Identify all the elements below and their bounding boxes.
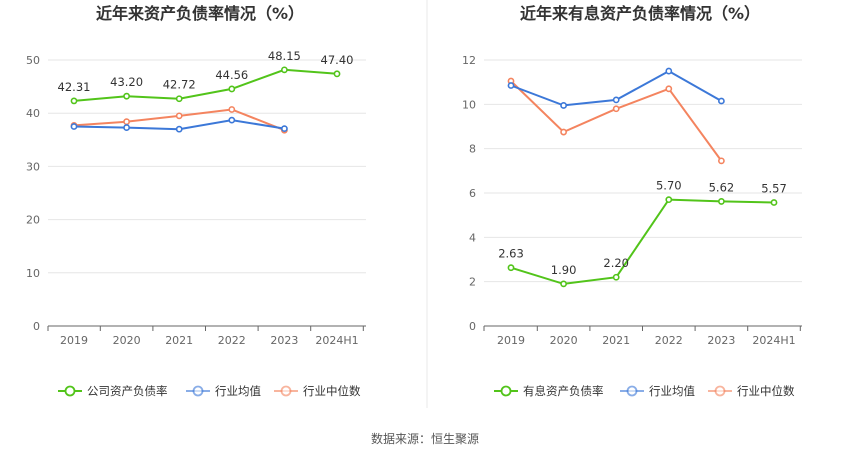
interest-debt-ratio-point: [560, 280, 567, 288]
legend-item-industry-average[interactable]: 行业均值: [186, 384, 261, 398]
industry-median-point: [718, 157, 725, 165]
industry-average-point: [665, 67, 673, 75]
interest-debt-ratio-point: [770, 199, 778, 206]
data-label: 2.20: [603, 256, 629, 270]
x-tick-label: 2019: [60, 334, 88, 347]
industry-median-point: [560, 128, 567, 136]
legend-label: 行业均值: [215, 384, 261, 398]
data-label: 1.90: [551, 263, 577, 277]
industry-average-point: [560, 102, 567, 109]
interest-debt-ratio-point: [507, 264, 515, 272]
legend-marker-icon: [280, 385, 292, 397]
y-tick-label: 20: [26, 214, 40, 227]
chart-title: 近年来资产负债率情况（%）: [96, 4, 304, 23]
legend-marker-icon: [714, 385, 726, 397]
legend-marker-icon: [192, 385, 204, 397]
industry-median-point: [175, 112, 183, 120]
company-debt-ratio-line: [73, 68, 338, 102]
y-tick-label: 2: [469, 276, 476, 289]
x-tick-label: 2022: [655, 334, 683, 347]
x-tick-label: 2020: [113, 334, 141, 347]
y-tick-label: 6: [469, 187, 476, 200]
industry-average-point: [718, 97, 725, 105]
x-tick-label: 2021: [165, 334, 193, 347]
legend-marker-icon: [500, 385, 512, 397]
y-tick-label: 10: [26, 267, 40, 280]
legend-label: 行业均值: [649, 384, 695, 398]
legend-marker-icon: [64, 385, 76, 397]
x-tick-label: 2022: [218, 334, 246, 347]
legend-item-industry-median[interactable]: 行业中位数: [708, 384, 795, 398]
legend-marker-icon: [626, 385, 638, 397]
y-tick-label: 0: [469, 320, 476, 333]
industry-median-point: [665, 85, 673, 93]
data-label: 42.31: [58, 80, 91, 94]
industry-average-point: [175, 125, 183, 133]
data-label: 44.56: [215, 68, 248, 82]
company-debt-ratio-point: [280, 66, 288, 74]
debt-ratio-chart: 近年来资产负债率情况（%） 0 10 20 30 40 50 2019 2020 2021 2022…: [26, 4, 366, 398]
data-label: 5.57: [761, 182, 787, 196]
industry-average-point: [228, 116, 236, 124]
y-tick-label: 0: [33, 320, 40, 333]
y-tick-label: 40: [26, 107, 40, 120]
legend-item-industry-median[interactable]: 行业中位数: [274, 384, 361, 398]
y-tick-label: 8: [469, 143, 476, 156]
interest-debt-ratio-point: [665, 196, 673, 204]
industry-average-point: [507, 82, 515, 89]
industry-average-point: [280, 125, 288, 133]
interest-debt-ratio-chart: 近年来有息资产负债率情况（%） 0 2 4 6 8 10 12 2019 2020 2021 2022…: [462, 4, 802, 398]
industry-median-point: [612, 105, 620, 113]
company-debt-ratio-point: [175, 95, 183, 103]
company-debt-ratio-point: [123, 92, 130, 100]
legend-label: 行业中位数: [303, 384, 361, 398]
y-tick-label: 4: [469, 231, 476, 244]
industry-median-point: [228, 106, 236, 113]
industry-average-point: [123, 124, 130, 131]
x-tick-label: 2024H1: [315, 334, 358, 347]
data-label: 2.63: [498, 247, 524, 261]
interest-debt-ratio-line: [510, 198, 775, 285]
legend-label: 有息资产负债率: [523, 384, 604, 398]
industry-average-point: [612, 96, 620, 104]
x-tick-label: 2020: [550, 334, 578, 347]
data-label: 43.20: [110, 75, 143, 89]
industry-average-point: [70, 123, 78, 130]
data-label: 42.72: [163, 78, 196, 92]
x-tick-label: 2024H1: [752, 334, 795, 347]
y-tick-label: 30: [26, 160, 40, 173]
interest-debt-ratio-point: [612, 273, 620, 281]
x-tick-label: 2023: [707, 334, 735, 347]
data-label: 5.70: [656, 179, 682, 193]
chart-title: 近年来有息资产负债率情况（%）: [520, 4, 760, 23]
legend-item-interest-debt-ratio[interactable]: 有息资产负债率: [494, 384, 604, 398]
data-label: 48.15: [268, 49, 301, 63]
industry-median-point: [123, 118, 130, 126]
legend-item-industry-average[interactable]: 行业均值: [620, 384, 695, 398]
x-tick-label: 2019: [497, 334, 525, 347]
y-tick-label: 12: [462, 54, 476, 67]
x-tick-label: 2021: [602, 334, 630, 347]
x-tick-label: 2023: [270, 334, 298, 347]
legend-label: 行业中位数: [737, 384, 795, 398]
interest-debt-ratio-point: [718, 198, 725, 205]
company-debt-ratio-point: [70, 97, 78, 105]
company-debt-ratio-point: [228, 85, 236, 93]
legend-item-company-debt-ratio[interactable]: 公司资产负债率: [58, 384, 168, 398]
data-label: 5.62: [709, 180, 735, 194]
data-label: 47.40: [321, 53, 354, 67]
company-debt-ratio-point: [333, 70, 341, 78]
y-tick-label: 50: [26, 54, 40, 67]
data-source-note: 数据来源：恒生聚源: [371, 431, 479, 446]
legend-label: 公司资产负债率: [87, 384, 168, 398]
y-tick-label: 10: [462, 98, 476, 111]
